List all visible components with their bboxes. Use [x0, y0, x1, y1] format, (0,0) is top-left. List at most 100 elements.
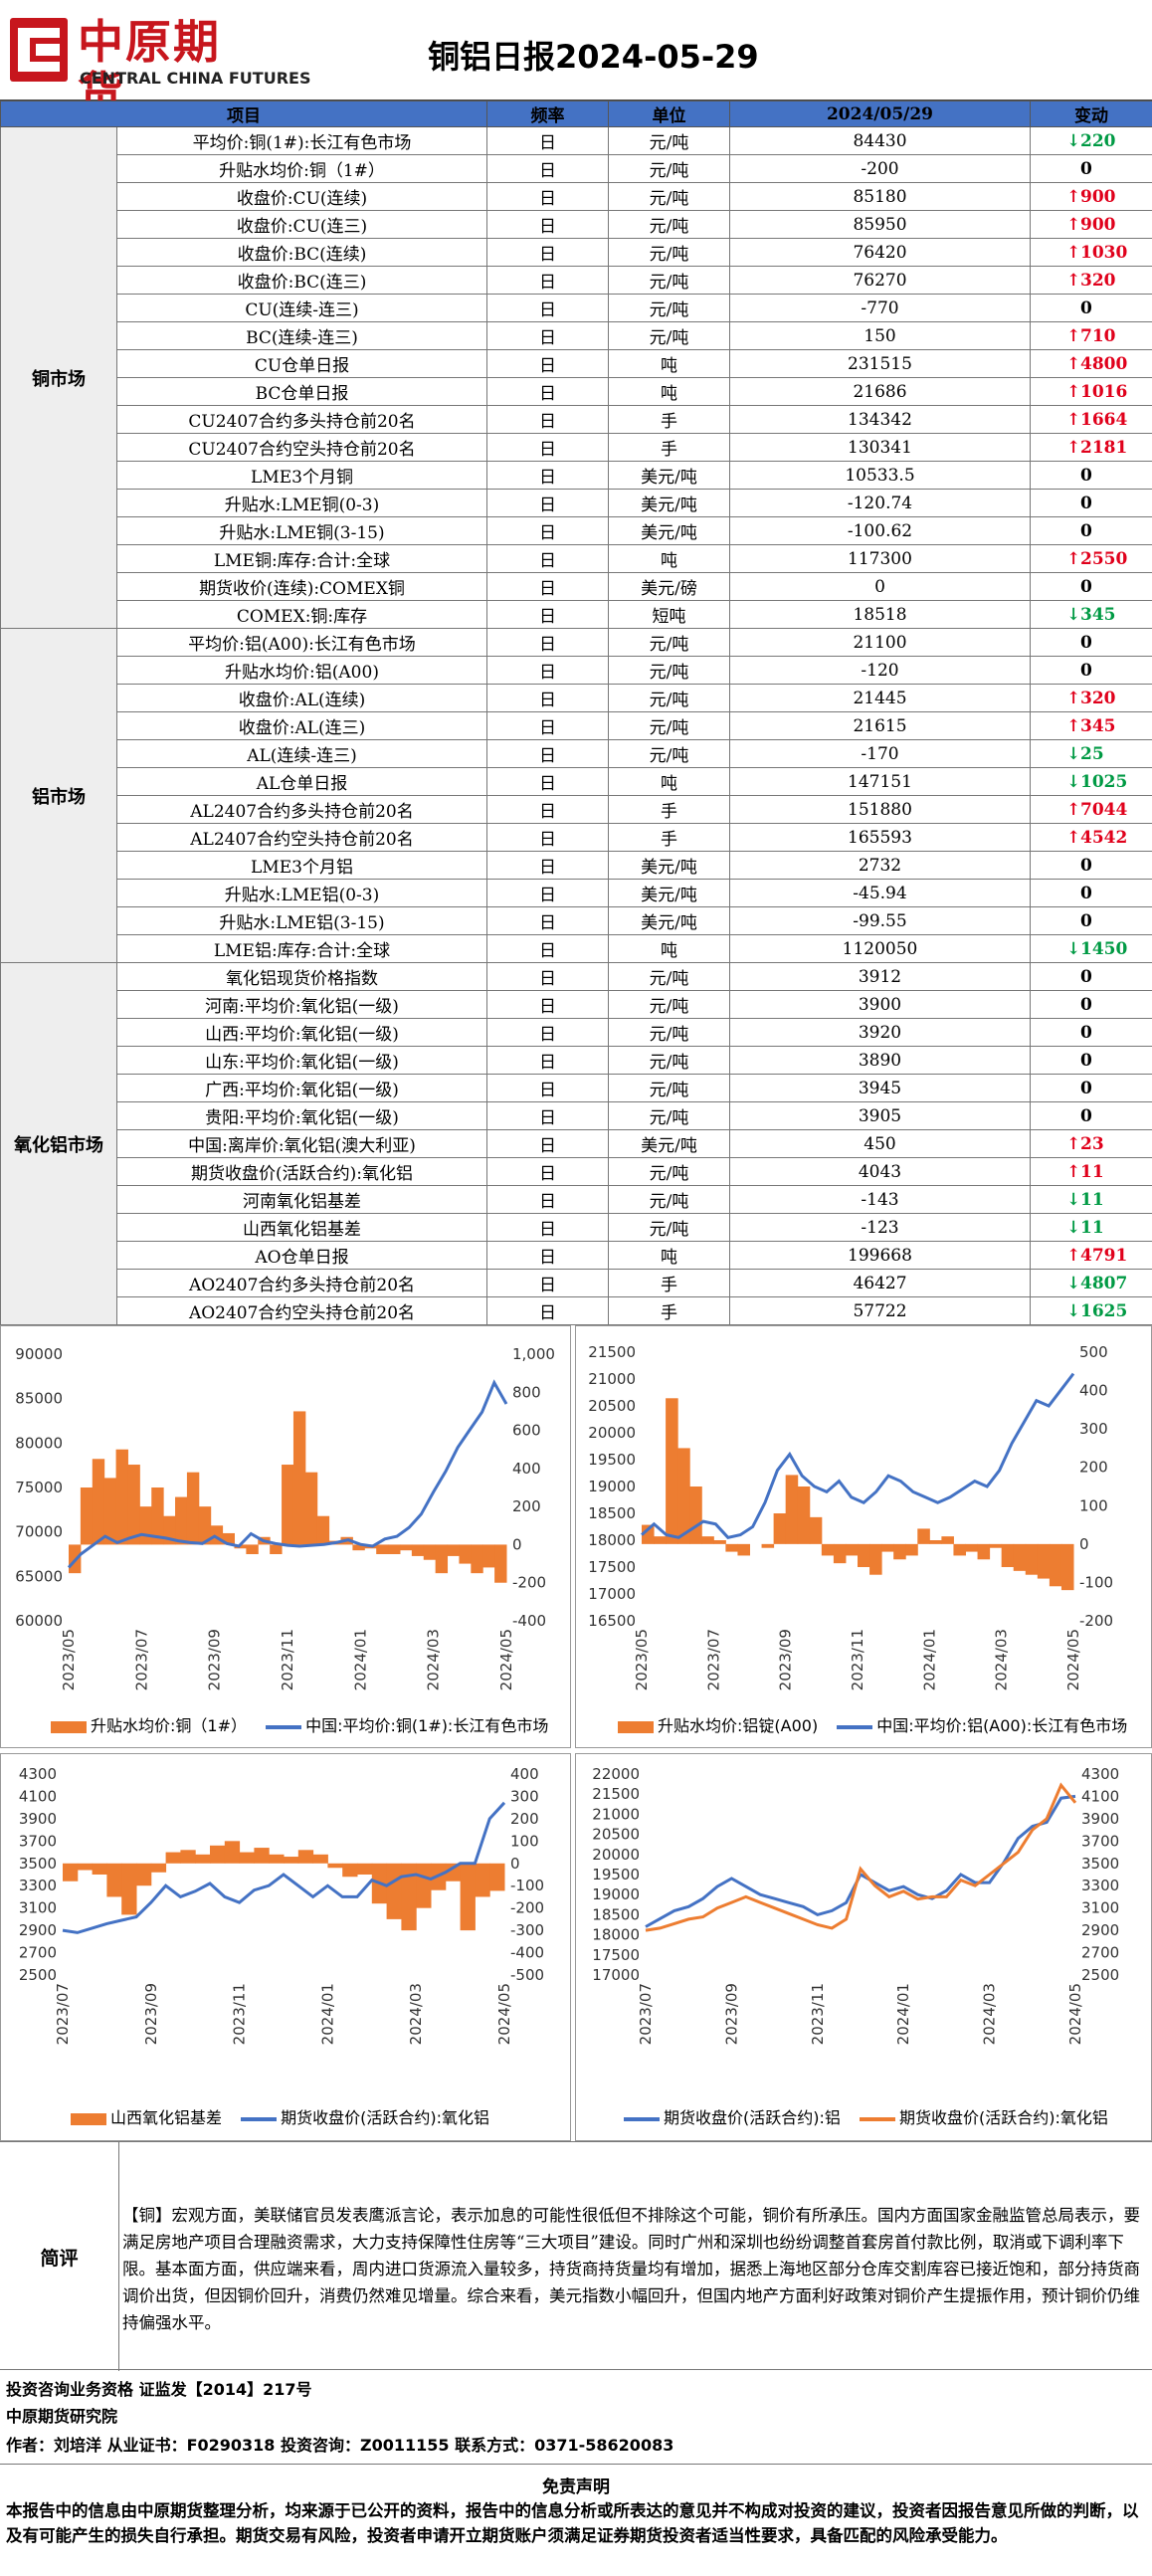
bar-mark — [965, 1543, 979, 1552]
change-value: 900 — [1080, 214, 1116, 235]
unit-cell: 元/吨 — [608, 154, 730, 183]
change-value: 4542 — [1080, 827, 1128, 848]
unit-cell: 手 — [608, 1296, 730, 1325]
item-name-cell: CU仓单日报 — [116, 349, 487, 378]
bar-mark — [475, 1863, 490, 1897]
frequency-cell: 日 — [486, 516, 609, 545]
value-cell: 2732 — [729, 851, 1031, 880]
y-right-tick-label: 500 — [1079, 1343, 1108, 1361]
bar-mark — [401, 1863, 417, 1931]
bar-mark — [666, 1398, 678, 1544]
change-value: 0 — [1080, 1022, 1092, 1043]
line-swatch-icon — [624, 2116, 660, 2121]
table-row: 铜市场 平均价:铜(1#):长江有色市场日元/吨 84430 ↓220 — [0, 126, 1152, 629]
y-right-tick-label: -200 — [512, 1574, 546, 1592]
unit-cell: 短吨 — [608, 600, 730, 629]
legend-label: 中国:平均价:铝(A00):长江有色市场 — [876, 1716, 1128, 1735]
change-cell: 0 — [1030, 1046, 1152, 1075]
table-row: 升贴水均价:铜（1#）日元/吨 -200 0 — [1, 154, 1152, 183]
frequency-cell: 日 — [486, 934, 609, 963]
report-title: 铜铝日报2024-05-29 — [428, 38, 759, 76]
change-cell: ↑345 — [1030, 711, 1152, 740]
change-value: 11 — [1080, 1189, 1104, 1210]
value-cell: 76420 — [729, 238, 1031, 267]
change-value: 0 — [1080, 855, 1092, 876]
y-left-tick-label: 21000 — [588, 1370, 636, 1388]
unit-cell: 手 — [608, 795, 730, 824]
bar-swatch-icon — [71, 2112, 106, 2125]
item-name-cell: LME3个月铝 — [116, 851, 487, 880]
table-row: LME铝:库存:合计:全球日吨 1120050 ↓1450 — [1, 934, 1152, 963]
chart-copper: 90000 85000 80000 75000 70000 65000 60000 1,000… — [0, 1325, 571, 1748]
unit-cell: 元/吨 — [608, 294, 730, 322]
y-left-tick-label: 21500 — [592, 1785, 640, 1803]
bar-mark — [106, 1863, 122, 1897]
item-name-cell: 收盘价:CU(连续) — [116, 182, 487, 211]
table-header-row: 项目 频率 单位 2024/05/29 变动 — [0, 100, 1152, 127]
change-cell: ↓1625 — [1030, 1296, 1152, 1325]
license-line: 投资咨询业务资格 证监发【2014】217号 — [6, 2380, 312, 2399]
y-left-tick-label: 19500 — [592, 1866, 640, 1883]
change-cell: ↓11 — [1030, 1213, 1152, 1242]
bar-mark — [121, 1863, 137, 1915]
change-cell: 0 — [1030, 628, 1152, 657]
bar-mark — [701, 1536, 714, 1544]
unit-cell: 美元/吨 — [608, 461, 730, 490]
bar-mark — [239, 1852, 255, 1864]
change-cell: ↑900 — [1030, 210, 1152, 239]
change-cell: ↑23 — [1030, 1129, 1152, 1158]
table-row: 中国:离岸价:氧化铝(澳大利亚) 日美元/吨 450 ↑23 — [1, 1129, 1152, 1158]
arrow-down-icon: ↓ — [1066, 1273, 1081, 1293]
item-name-cell: AO仓单日报 — [116, 1241, 487, 1270]
item-name-cell: AL(连续-连三) — [116, 739, 487, 768]
item-name-cell: BC仓单日报 — [116, 377, 487, 406]
bar-mark — [416, 1863, 432, 1908]
change-value: 345 — [1080, 715, 1116, 736]
legend-label: 期货收盘价(活跃合约):氧化铝 — [281, 2108, 489, 2127]
value-cell: -45.94 — [729, 879, 1031, 907]
col-header-date: 2024/05/29 — [729, 100, 1031, 127]
frequency-cell: 日 — [486, 1046, 609, 1075]
y-left-tick-label: 3900 — [19, 1810, 57, 1828]
x-tick-label: 2023/11 — [231, 1983, 249, 2045]
unit-cell: 美元/吨 — [608, 879, 730, 907]
value-cell: 85950 — [729, 210, 1031, 239]
table-row: LME3个月铝日美元/吨 2732 0 — [1, 851, 1152, 880]
commentary-text: 【铜】宏观方面，美联储官员发表鹰派言论，表示加息的可能性很低但不排除这个可能，铜… — [122, 2206, 1140, 2332]
item-name-cell: 收盘价:AL(连三) — [116, 711, 487, 740]
unit-cell: 元/吨 — [608, 182, 730, 211]
change-cell: ↑4542 — [1030, 823, 1152, 852]
bar-mark — [224, 1841, 241, 1864]
unit-cell: 元/吨 — [608, 1018, 730, 1047]
frequency-cell: 日 — [486, 126, 609, 155]
value-cell: 117300 — [729, 544, 1031, 573]
change-cell: 0 — [1030, 990, 1152, 1019]
bar-mark — [222, 1532, 235, 1545]
bar-mark — [460, 1863, 476, 1931]
bar-mark — [905, 1543, 918, 1556]
value-cell: 76270 — [729, 266, 1031, 295]
commentary-label: 简评 — [0, 2142, 119, 2371]
y-right-tick-label: 4100 — [1081, 1787, 1119, 1805]
bar-mark — [761, 1543, 775, 1548]
arrow-up-icon: ↑ — [1066, 381, 1081, 402]
value-cell: 231515 — [729, 349, 1031, 378]
change-value: 4791 — [1080, 1245, 1128, 1266]
bar-mark — [953, 1543, 966, 1556]
chart-alumina-basis-legend: 山西氧化铝基差 期货收盘价(活跃合约):氧化铝 — [71, 2104, 489, 2128]
value-cell: 3920 — [729, 1018, 1031, 1047]
frequency-cell: 日 — [486, 1157, 609, 1186]
unit-cell: 元/吨 — [608, 1046, 730, 1075]
y-right-tick-label: 800 — [512, 1383, 541, 1401]
unit-cell: 吨 — [608, 1241, 730, 1270]
table-row: 山西氧化铝基差日元/吨 -123 ↓11 — [1, 1213, 1152, 1242]
item-name-cell: LME铝:库存:合计:全球 — [116, 934, 487, 963]
change-cell: 0 — [1030, 1018, 1152, 1047]
table-row: BC仓单日报日吨 21686 ↑1016 — [1, 377, 1152, 406]
y-left-tick-label: 17500 — [592, 1946, 640, 1964]
y-left-tick-label: 20000 — [592, 1846, 640, 1864]
bar-mark — [198, 1506, 212, 1545]
disclaimer-body: 本报告中的信息由中原期货整理分析，均来源于已公开的资料，报告中的信息分析或所表达… — [6, 2501, 1139, 2545]
bar-mark — [327, 1863, 343, 1869]
item-name-cell: 广西:平均价:氧化铝(一级) — [116, 1074, 487, 1102]
